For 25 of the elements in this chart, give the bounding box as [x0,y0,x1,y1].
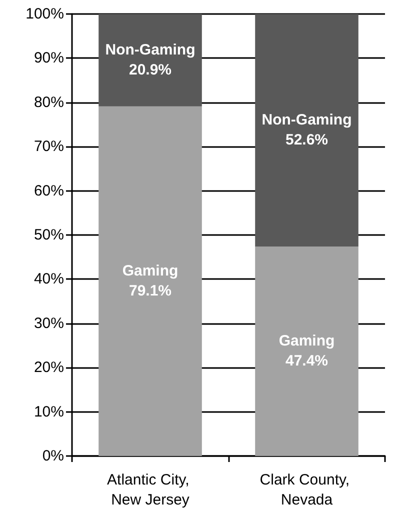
y-tick-label: 10% [34,403,64,420]
data-label: 47.4% [285,352,328,370]
x-tick-label: Atlantic City, New Jersey [107,472,194,508]
text: Non-Gaming [105,42,196,59]
y-tick-label: 40% [34,270,64,288]
y-tick-label: 80% [34,94,64,111]
y-tick-label: 50% [34,226,64,244]
y-tick-label: 60% [34,182,64,200]
y-tick-label: 20% [34,359,64,376]
y-tick-label: 30% [34,314,64,332]
series-label: Gaming [278,332,335,350]
data-label: 52.6% [285,132,328,149]
bar [255,14,358,246]
series-label: Non-Gaming [262,112,352,129]
y-tick-label: 0% [42,448,64,464]
y-tick-label: 100% [26,6,64,22]
x-tick-label: Clark County, Nevada [260,472,354,508]
data-label: 79.1% [128,282,172,300]
bar [98,14,202,106]
y-tick-label: 70% [34,138,64,156]
text: Gaming [122,262,178,280]
bar [98,106,202,456]
data-label: 20.9% [128,62,172,79]
y-tick-label: 90% [34,50,64,67]
bar [255,246,358,456]
